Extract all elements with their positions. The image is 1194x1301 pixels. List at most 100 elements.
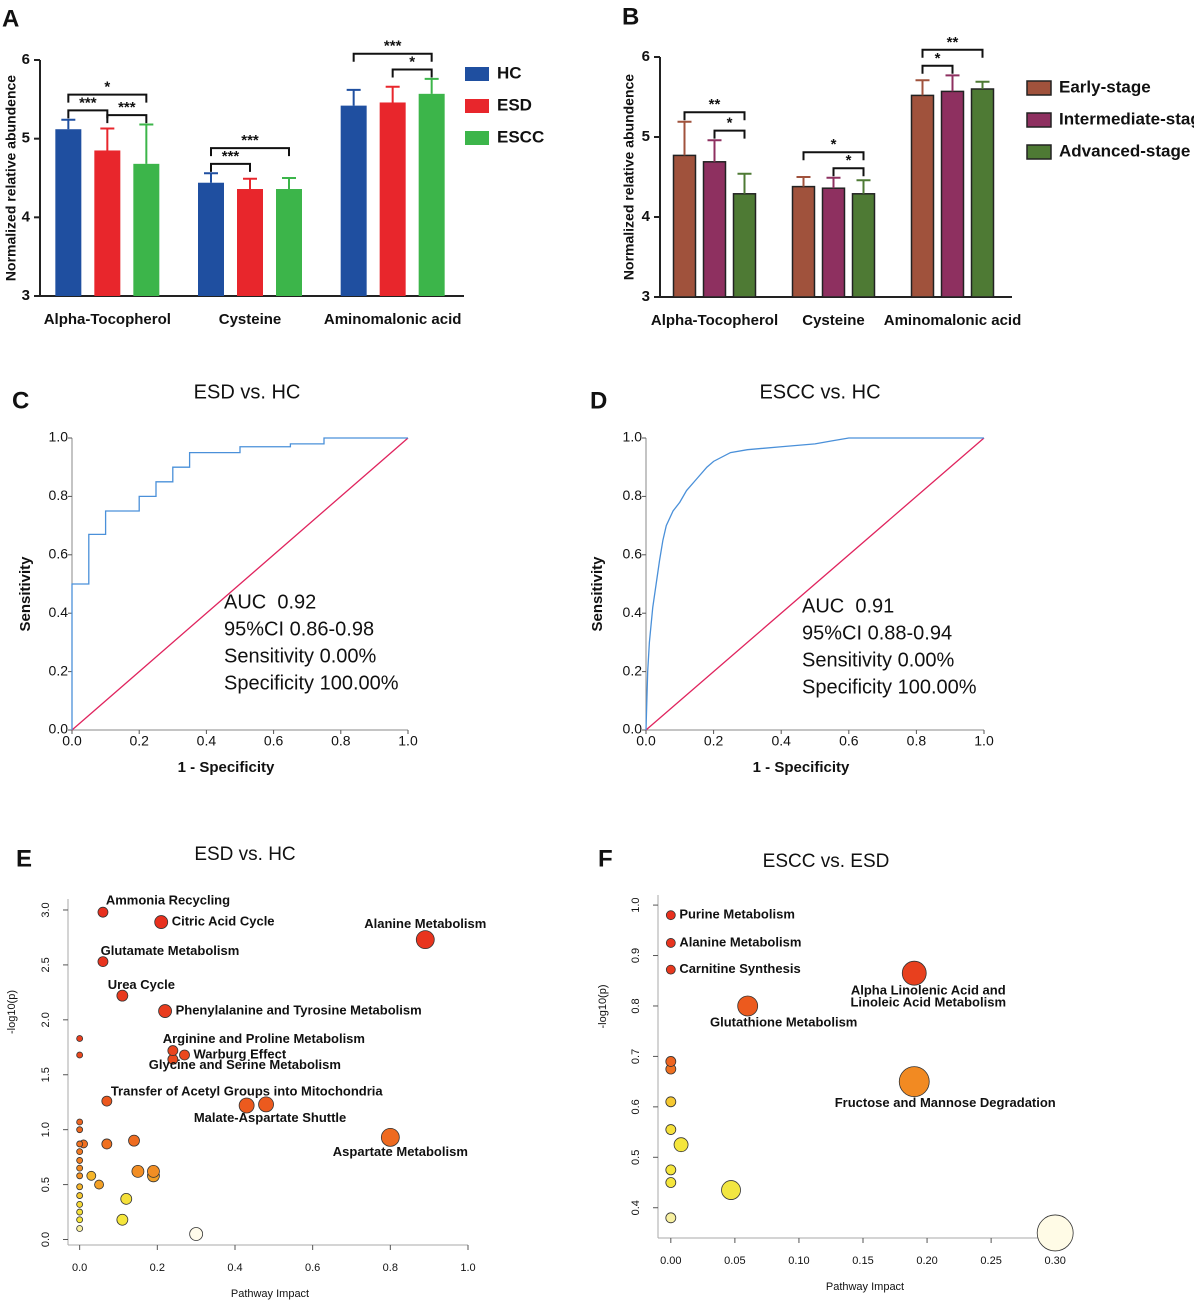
line [71,437,409,731]
error-bar [346,88,361,106]
x-tick-label: 1.0 [974,733,994,749]
bar [379,102,406,296]
chart-title: ESD vs. HC [194,844,295,865]
panel-letter: B [622,3,639,30]
bubble [76,1172,84,1180]
y-tick-label: 0.6 [623,546,643,562]
point-label: Phenylalanine and Tyrosine Metabolism [176,1002,422,1017]
annotation: AUC 0.92 [224,591,316,613]
y-tick-label: 0.4 [630,1200,642,1215]
x-tick-label: 1.0 [460,1262,475,1274]
y-tick-label: 0.6 [49,546,69,562]
legend-label: Advanced-stage [1059,141,1190,160]
significance-label: * [727,115,733,132]
y-tick-label: 0.5 [630,1150,642,1165]
line [645,437,984,731]
point-label: Linoleic Acid Metabolism [850,995,1006,1010]
bubble [665,1212,677,1224]
point-label: Warburg Effect [194,1046,287,1061]
error-bar [737,172,752,194]
point-label: Aspartate Metabolism [333,1144,468,1159]
y-tick-label: 0.0 [623,721,643,737]
bubble [665,910,676,921]
bubble [673,1137,689,1153]
x-tick-label: 0.30 [1044,1255,1065,1267]
bar [94,150,121,296]
y-tick-label: 0.6 [630,1099,642,1114]
y-tick-label: 1.5 [40,1067,52,1082]
bubble [147,1165,160,1178]
bar [418,93,445,297]
legend-label: ESCC [497,127,544,146]
annotation: 95%CI 0.88-0.94 [802,622,952,644]
annotation: 95%CI 0.86-0.98 [224,618,374,640]
bubble [86,1170,97,1181]
bubble [415,930,435,950]
legend-swatch [1026,112,1052,128]
y-tick-label: 0.8 [630,998,642,1013]
significance-bracket [67,109,109,119]
y-tick-label: 1.0 [40,1122,52,1137]
error-bar [826,176,841,189]
bubble [76,1164,84,1172]
bar [851,193,876,298]
y-tick-label: 0.8 [623,487,643,503]
y-tick-label: 0.0 [40,1232,52,1247]
y-tick-label: 6 [22,51,30,68]
error-bar [945,74,960,92]
bar [821,187,846,298]
point-label: Transfer of Acetyl Groups into Mitochond… [111,1084,384,1099]
annotation: Sensitivity 0.00% [802,649,955,671]
significance-bracket [210,147,290,157]
significance-bracket [802,151,865,161]
y-tick-label: 3 [642,288,650,305]
y-axis-label: -log10(p) [6,990,18,1034]
x-tick-label: 0.4 [197,733,217,749]
significance-bracket [391,68,433,78]
bar [672,154,697,298]
y-tick-label: 1.0 [630,897,642,912]
point-label: Urea Cycle [108,977,175,992]
line [645,437,985,731]
legend-label: ESD [497,95,532,114]
x-tick-label: 0.20 [916,1255,937,1267]
annotation: Specificity 100.00% [802,676,977,698]
bubble [76,1208,84,1216]
bubble [76,1148,84,1156]
bar [702,161,727,298]
significance-label: * [935,50,941,67]
x-tick-label: 0.15 [852,1255,873,1267]
x-tick-label: Cysteine [219,311,282,328]
bubble [76,1118,84,1126]
x-tick-label: 0.2 [704,733,724,749]
bar [732,193,757,298]
panel-letter: A [2,5,19,32]
y-tick-label: 0.8 [49,487,69,503]
significance-label: ** [709,96,721,113]
y-tick-label: 0.9 [630,948,642,963]
significance-bracket [921,64,954,74]
y-tick-label: 3.0 [40,902,52,917]
x-tick-label: 0.6 [264,733,284,749]
bubble [101,1095,113,1107]
error-bar [282,177,296,190]
bubble [131,1165,145,1178]
x-tick-label: 0.10 [788,1255,809,1267]
bar [276,189,302,296]
error-bar [975,80,990,89]
bubble [898,1066,930,1098]
x-axis-label: Pathway Impact [231,1288,309,1300]
significance-label: *** [222,148,240,165]
bar [940,90,965,298]
bubble [128,1134,140,1147]
point-label: Alanine Metabolism [679,934,801,949]
bubble [737,995,759,1017]
significance-label: * [104,79,110,96]
y-tick-label: 0.7 [630,1049,642,1064]
bar [970,88,995,298]
bubble [158,1004,172,1018]
error-bar [204,172,218,183]
bubble [76,1216,84,1224]
legend-label: HC [497,63,522,82]
bar [237,189,263,296]
